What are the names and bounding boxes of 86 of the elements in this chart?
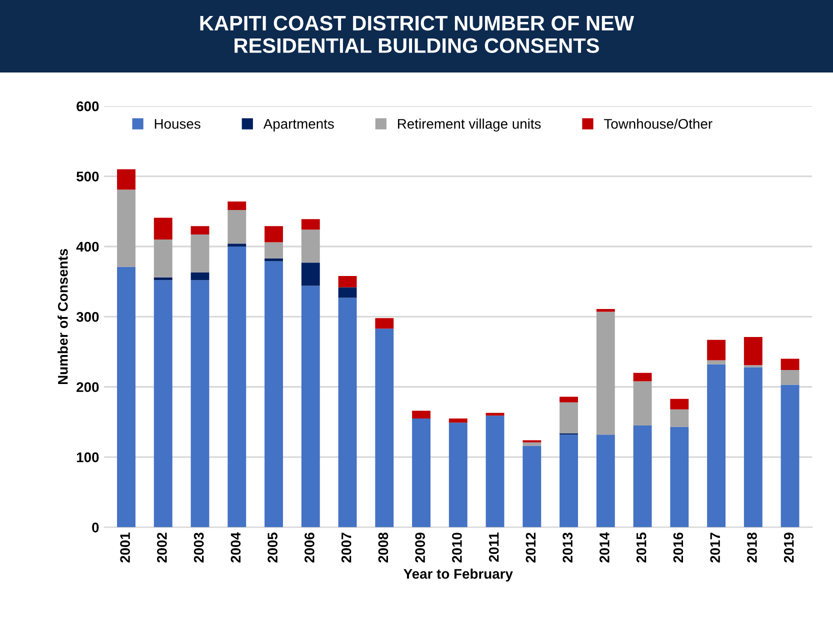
legend-label: Townhouse/Other — [604, 118, 712, 129]
bar — [780, 358, 800, 370]
bar — [264, 242, 283, 258]
bar — [190, 272, 210, 280]
bar — [228, 246, 246, 528]
legend-label: Retirement village units — [398, 118, 541, 132]
x-tick-label: 2016 — [673, 532, 684, 563]
chart-title: KAPITI COAST DISTRICT NUMBER OF NEW RESIDENTIAL BUILDING CONSENTS — [200, 16, 634, 54]
bar — [560, 396, 578, 402]
x-tick-label: 2009 — [415, 532, 425, 563]
bar — [596, 434, 615, 528]
bar — [633, 425, 652, 528]
bar — [412, 410, 430, 418]
y-tick-label: 400 — [76, 242, 99, 252]
bar — [301, 262, 320, 286]
bar — [596, 308, 615, 312]
bar — [707, 360, 726, 364]
bar — [301, 230, 320, 263]
bar — [670, 409, 689, 427]
bar — [596, 312, 615, 435]
bar — [117, 190, 136, 267]
bar — [744, 337, 762, 366]
x-tick-label: 2004 — [230, 532, 241, 563]
y-tick-label: 0 — [92, 522, 99, 532]
bar — [117, 266, 136, 528]
bar — [338, 276, 357, 288]
bar — [780, 384, 800, 528]
bar — [190, 234, 210, 272]
x-tick-label: 2006 — [304, 532, 314, 563]
y-tick-label: 500 — [76, 172, 99, 182]
bar — [670, 426, 689, 528]
bar — [522, 446, 542, 528]
bar — [560, 402, 578, 434]
bar — [412, 418, 430, 528]
bar — [375, 318, 394, 329]
bar — [780, 370, 800, 385]
bar — [707, 364, 726, 528]
x-tick-label: 2002 — [157, 532, 167, 563]
bar — [301, 219, 320, 230]
bar — [228, 210, 246, 244]
x-tick-label: 2013 — [562, 532, 573, 563]
bar — [448, 422, 468, 528]
bar — [301, 286, 320, 528]
bar — [744, 367, 762, 528]
bar — [228, 202, 246, 210]
bar — [707, 340, 726, 360]
x-tick-label: 2014 — [600, 532, 610, 563]
bar — [522, 442, 542, 446]
bar — [190, 226, 210, 235]
y-tick-label: 600 — [76, 101, 99, 112]
bar — [448, 418, 468, 423]
bar — [228, 244, 246, 246]
x-tick-label: 2011 — [488, 532, 499, 562]
x-tick-label: 2007 — [341, 532, 352, 563]
bar — [264, 226, 283, 242]
x-tick-label: 2012 — [526, 532, 536, 563]
x-tick-label: 2015 — [636, 532, 646, 563]
bar — [338, 287, 357, 298]
x-tick-label: 2005 — [268, 532, 278, 563]
bar — [670, 398, 689, 410]
y-tick-label: 300 — [76, 312, 99, 322]
y-axis-title: Number of Consents — [58, 248, 68, 384]
y-tick-label: 200 — [76, 382, 99, 392]
bar — [338, 298, 357, 528]
bar — [264, 261, 283, 528]
bar — [154, 218, 172, 240]
x-tick-label: 2003 — [194, 532, 204, 563]
x-tick-label: 2017 — [710, 532, 720, 563]
x-tick-label: 2019 — [784, 532, 794, 563]
y-tick-label: 100 — [76, 452, 99, 462]
legend-label: Houses — [154, 119, 200, 129]
bar — [633, 381, 652, 426]
bar — [633, 372, 652, 382]
legend-label: Apartments — [263, 119, 334, 132]
bar — [154, 239, 172, 278]
x-tick-label: 2010 — [452, 532, 462, 563]
bar — [375, 328, 394, 528]
x-tick-label: 2001 — [120, 532, 130, 563]
bar — [154, 280, 172, 528]
x-tick-label: 2018 — [747, 532, 757, 563]
bar — [117, 169, 136, 190]
bar — [560, 434, 578, 528]
x-axis-title: Year to February — [404, 568, 513, 582]
bar — [190, 280, 210, 528]
bar — [486, 416, 504, 528]
x-tick-label: 2008 — [378, 532, 388, 563]
